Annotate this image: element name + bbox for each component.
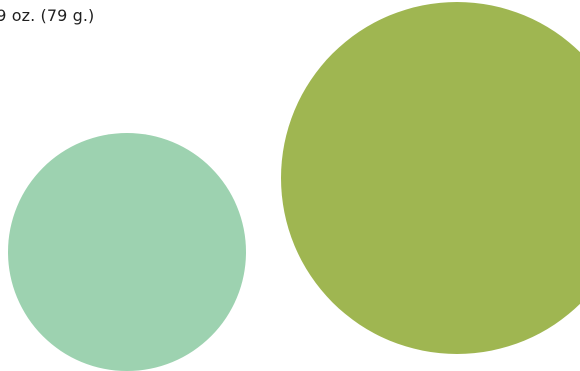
weight-label: 79 oz. (79 g.) (0, 6, 95, 25)
small-circle (8, 133, 246, 371)
large-circle (281, 2, 580, 354)
